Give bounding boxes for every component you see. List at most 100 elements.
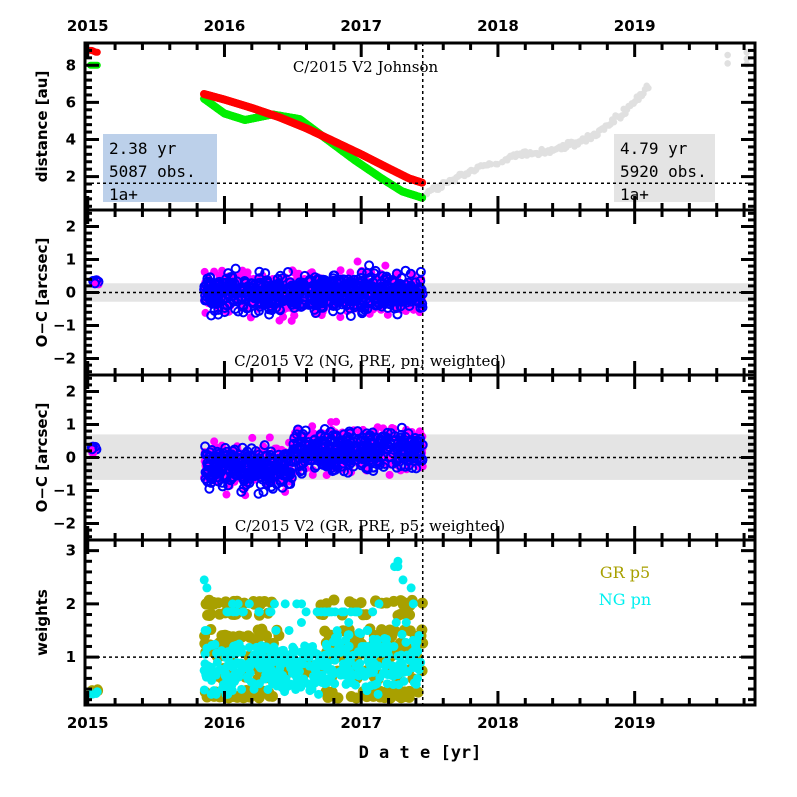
weight-point-ng <box>201 670 211 680</box>
residual-point-dec <box>253 488 264 499</box>
residual-point-dec <box>227 282 238 293</box>
residual-point-dec <box>356 295 367 306</box>
weight-point-ng <box>330 633 340 643</box>
residual-point-dec <box>214 296 225 307</box>
data-point-outside-arc <box>487 160 495 168</box>
weight-point-ng <box>236 644 246 654</box>
weight-point-ng <box>248 655 258 665</box>
weight-point-ng <box>409 678 419 688</box>
residual-point-ra <box>246 313 255 322</box>
x-tick-label-bottom: 2018 <box>477 714 519 732</box>
residual-point-dec <box>285 469 296 480</box>
residual-point-dec <box>267 483 278 494</box>
residual-point-dec <box>362 267 373 278</box>
residual-point-dec <box>292 437 303 448</box>
weight-point-ng <box>408 635 418 645</box>
residual-point-ra <box>381 261 390 270</box>
residual-point-dec <box>345 299 356 310</box>
residual-point-dec <box>348 290 359 301</box>
residual-point-dec <box>209 305 220 316</box>
residual-point-dec <box>230 304 241 315</box>
residual-point-dec <box>277 273 288 284</box>
residual-point-dec <box>344 426 355 437</box>
weight-point-ng <box>343 630 353 640</box>
weight-point-ng <box>272 657 282 667</box>
weight-point-ng <box>368 607 378 617</box>
panel-label: C/2015 V2 (NG, PRE, pn; weighted) <box>234 352 506 370</box>
residual-point-dec <box>201 294 212 305</box>
weight-point-ng <box>401 637 411 647</box>
weight-point-gr <box>404 625 416 637</box>
residual-point-dec <box>280 290 291 301</box>
residual-point-dec <box>391 462 402 473</box>
weight-point-ng <box>310 673 320 683</box>
x-tick-label-top: 2017 <box>340 17 382 35</box>
x-tick-label-bottom: 2016 <box>204 714 246 732</box>
weight-point-ng <box>266 607 276 617</box>
y-tick-label: 2 <box>66 168 76 186</box>
weight-point-ng <box>391 618 401 627</box>
residual-point-dec <box>405 268 416 279</box>
weight-point-ng <box>323 607 333 617</box>
weight-point-gr <box>256 625 268 637</box>
residual-point-dec <box>414 282 425 293</box>
residual-point-dec <box>356 276 367 287</box>
residual-point-dec <box>203 461 214 472</box>
residual-point-dec <box>323 439 334 450</box>
residual-point-dec <box>223 268 234 279</box>
residual-point-dec <box>343 274 354 285</box>
weight-point-ng <box>363 625 373 635</box>
weight-point-ng <box>382 679 392 689</box>
residual-point-ra <box>265 433 274 442</box>
residual-point-dec <box>213 277 224 288</box>
y-tick-label: 6 <box>66 93 76 111</box>
residual-point-dec <box>217 277 228 288</box>
residual-point-ra <box>385 470 394 479</box>
residual-point-dec <box>261 277 272 288</box>
residual-point-dec <box>266 303 277 314</box>
residual-point-dec <box>254 266 265 277</box>
weight-point-ng <box>362 686 372 696</box>
weight-point-ng <box>228 607 238 617</box>
residual-point-dec <box>328 306 339 317</box>
weight-point-ng <box>322 641 332 651</box>
residual-point-ra <box>383 310 392 319</box>
weight-point-ng <box>219 680 229 690</box>
residual-point-dec <box>206 444 217 455</box>
weight-point-ng <box>300 642 310 652</box>
weight-point-ng <box>199 685 209 695</box>
weight-point-ng <box>330 679 340 689</box>
residual-point-dec <box>248 459 259 470</box>
residual-point-dec <box>305 281 316 292</box>
residual-point-dec <box>349 451 360 462</box>
weight-point-ng <box>338 659 348 669</box>
residual-point-dec <box>406 450 417 461</box>
residual-point-dec <box>241 479 252 490</box>
stats-box-right <box>614 134 715 202</box>
weight-point-ng <box>254 607 264 617</box>
residual-point-dec <box>315 451 326 462</box>
residual-point-ra <box>336 313 345 322</box>
y-tick-label: −1 <box>53 317 76 335</box>
residual-point-ra <box>210 437 219 446</box>
weight-point-ng <box>271 679 281 689</box>
weight-point-ng <box>301 607 311 617</box>
weight-point-ng <box>365 645 375 655</box>
weight-point-ng <box>202 583 212 593</box>
weight-point-ng <box>249 679 259 689</box>
residual-point-dec <box>224 451 235 462</box>
residual-point-dec <box>312 299 323 310</box>
residual-point-dec <box>89 278 100 289</box>
y-tick-label: −2 <box>53 350 76 368</box>
weight-point-ng <box>228 663 238 673</box>
residual-point-dec <box>332 454 343 465</box>
weight-point-ng <box>353 607 363 617</box>
residual-point-dec <box>252 467 263 478</box>
residual-point-dec <box>382 273 393 284</box>
text-layer: 2.38 yr 5087 obs. 1a+ 4.79 yr 5920 obs. 1a+ C/… <box>33 17 707 763</box>
residual-point-ra <box>308 422 317 431</box>
residual-point-dec <box>407 463 418 474</box>
residual-point-dec <box>296 301 307 312</box>
weight-point-ng <box>244 642 254 652</box>
weight-point-ng <box>296 618 306 627</box>
